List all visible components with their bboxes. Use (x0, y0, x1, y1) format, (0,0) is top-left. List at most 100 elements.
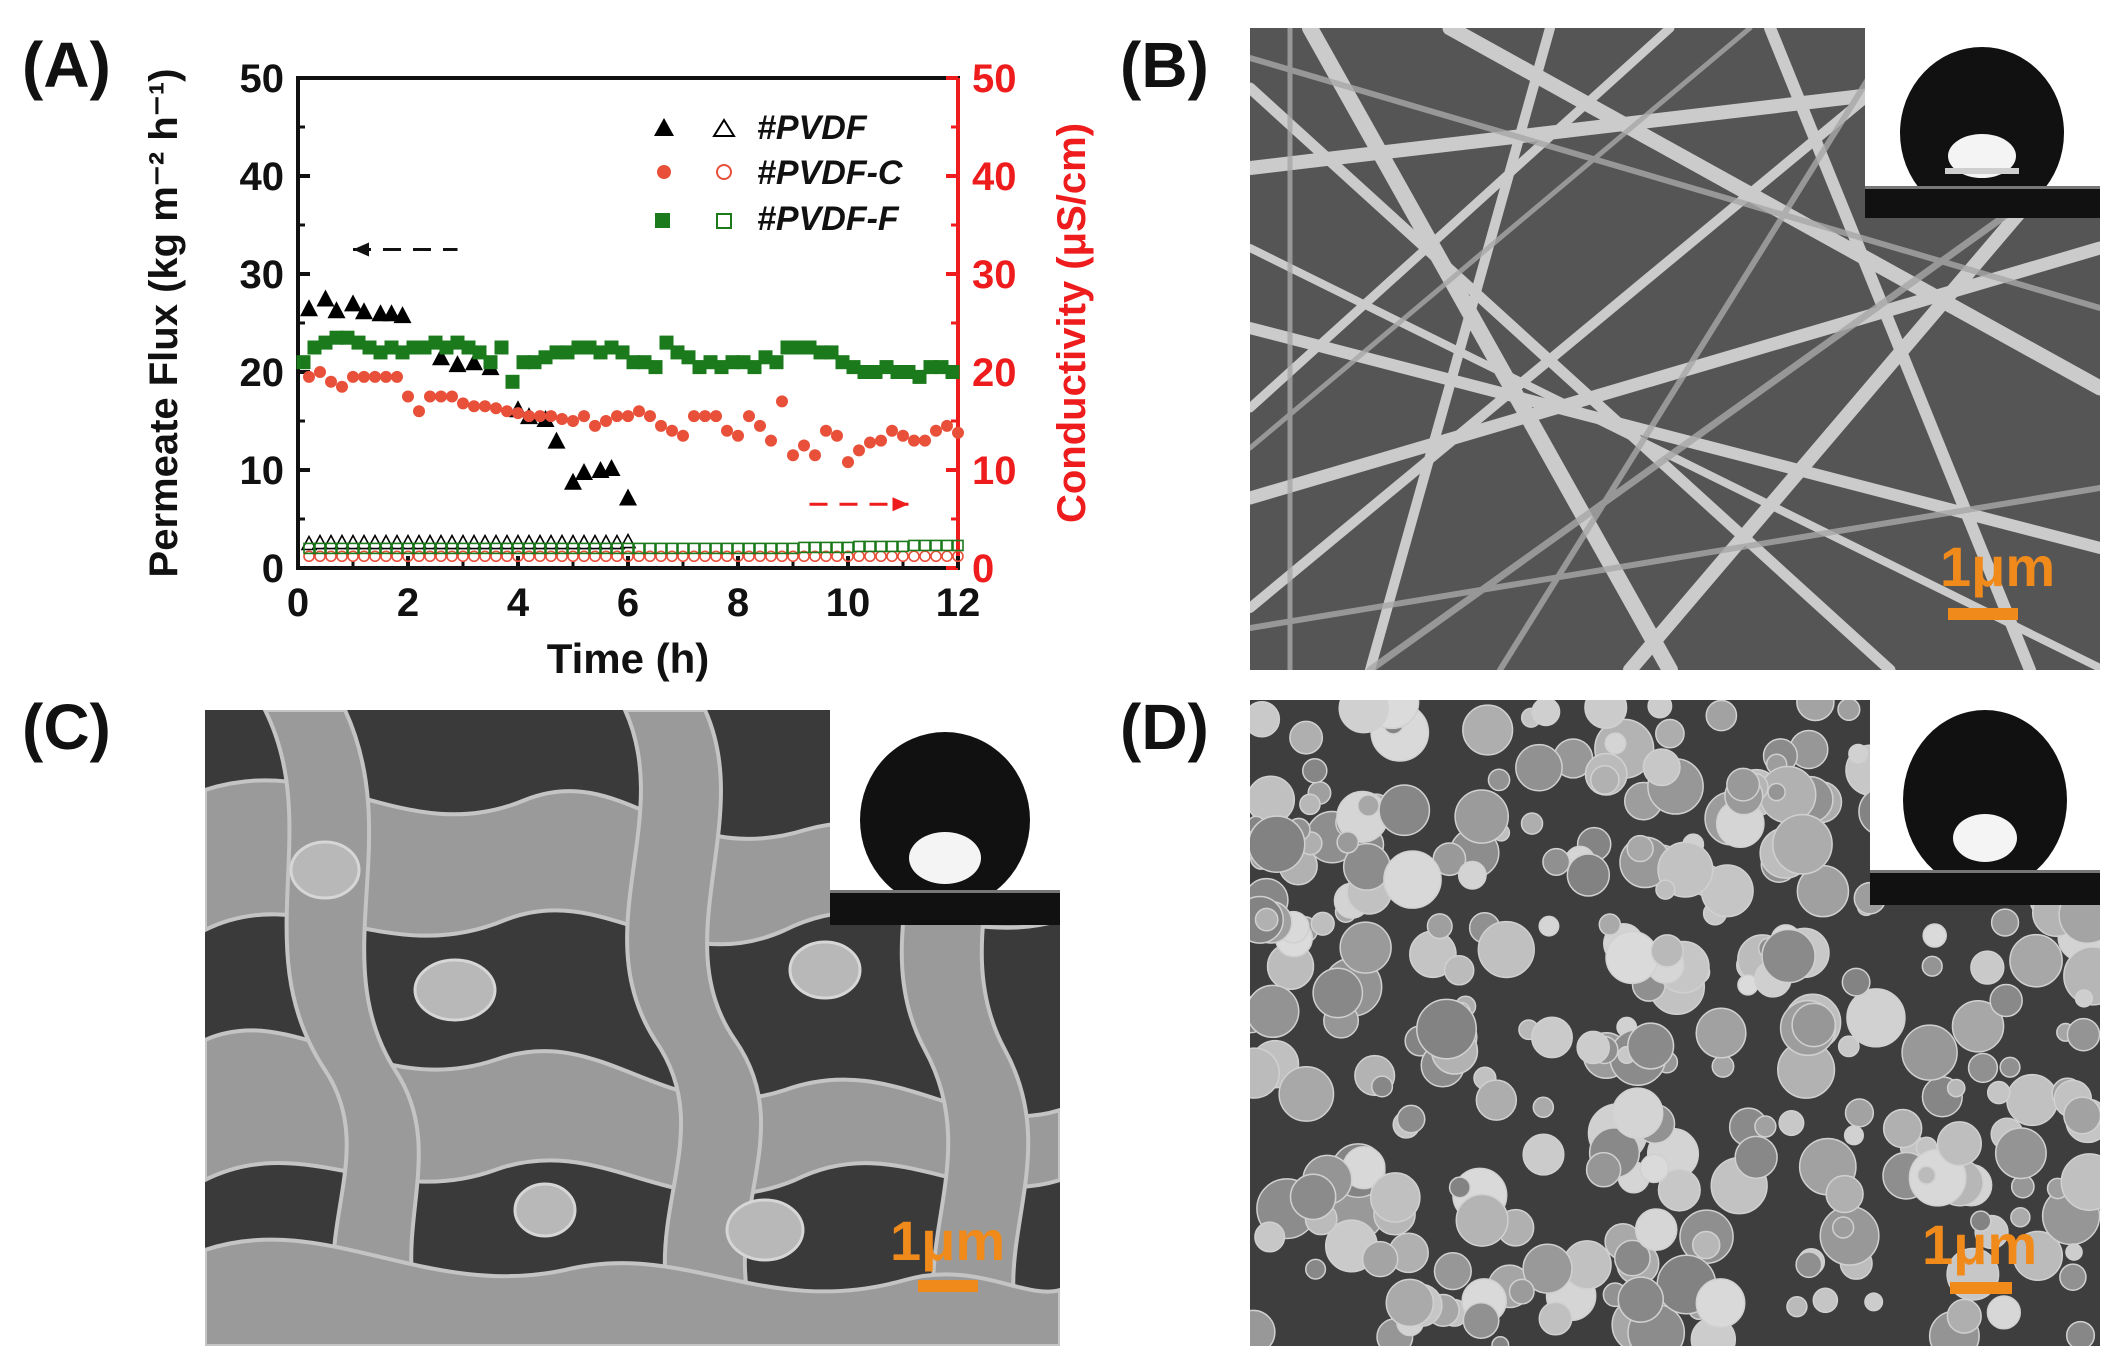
data-point (633, 550, 645, 563)
particle (1967, 1052, 1999, 1084)
legend-label-pvdf-f: #PVDF-F (757, 200, 900, 238)
particle (1538, 915, 1560, 937)
data-point (391, 550, 403, 563)
data-point (604, 340, 619, 355)
particle (2074, 989, 2094, 1008)
x-tick-label: 4 (507, 581, 530, 625)
data-point (424, 390, 436, 403)
data-point (336, 542, 348, 555)
particle (1426, 913, 1453, 940)
data-point (743, 542, 755, 555)
data-point (765, 550, 777, 563)
data-point (677, 550, 689, 563)
particle (1538, 1301, 1573, 1336)
data-point (842, 541, 854, 554)
data-point (417, 340, 432, 355)
data-point (424, 550, 436, 563)
data-point (699, 410, 711, 423)
particle (1922, 923, 1947, 948)
data-point (545, 542, 557, 555)
data-point (479, 400, 491, 413)
data-point (930, 539, 942, 552)
data-point (527, 355, 542, 370)
data-point (501, 405, 513, 418)
particle (1585, 1151, 1622, 1188)
particle (1289, 720, 1324, 755)
particle (1590, 765, 1620, 795)
data-point (787, 542, 799, 555)
data-point (531, 533, 549, 550)
x-tick-label: 6 (617, 581, 639, 625)
data-point (809, 541, 821, 554)
data-point (556, 542, 568, 555)
x-tick-label: 0 (287, 581, 309, 625)
particle (1454, 789, 1509, 844)
particle (1705, 700, 1738, 732)
data-point (776, 542, 788, 555)
data-point (732, 429, 744, 442)
data-point (831, 541, 843, 554)
data-point (791, 340, 806, 355)
data-point (754, 542, 766, 555)
data-point (303, 542, 315, 555)
data-point (483, 355, 498, 370)
data-point (413, 542, 425, 555)
data-point (586, 533, 604, 550)
data-point (384, 340, 399, 355)
data-point (721, 550, 733, 563)
data-point (325, 550, 337, 563)
particle (2012, 1230, 2064, 1282)
particle (1611, 1087, 1664, 1139)
particle (1921, 955, 1943, 977)
data-point (435, 390, 447, 403)
particle (1786, 1295, 1808, 1318)
data-point (311, 533, 329, 550)
data-point (542, 533, 560, 550)
data-point (659, 335, 674, 350)
data-point (809, 550, 821, 563)
data-point (329, 330, 344, 345)
data-point (681, 350, 696, 365)
data-point (468, 542, 480, 555)
particle (1531, 700, 1561, 727)
data-point (600, 542, 612, 555)
panel-label-c: (C) (22, 691, 111, 763)
data-point (523, 542, 535, 555)
data-point (633, 542, 645, 555)
particle (1837, 700, 1861, 722)
data-point (336, 550, 348, 563)
data-point (908, 539, 920, 552)
data-point (465, 533, 483, 550)
data-point (395, 345, 410, 360)
particle (1986, 1295, 2021, 1330)
data-point (725, 355, 740, 370)
data-point (421, 533, 439, 550)
particle (1990, 908, 2020, 937)
data-point (886, 550, 898, 563)
data-point (626, 355, 641, 370)
data-point (307, 340, 322, 355)
data-point (564, 472, 582, 490)
data-point (355, 302, 373, 320)
particle (1613, 1239, 1651, 1277)
arrow-head-icon (353, 242, 369, 257)
particle (1901, 1024, 1958, 1081)
particle (1837, 1035, 1860, 1058)
data-point (897, 550, 909, 563)
particle (1734, 1135, 1778, 1180)
particle (1691, 1230, 1721, 1260)
particle (1598, 913, 1622, 936)
x-axis-label: Time (h) (547, 635, 710, 682)
data-point (556, 550, 568, 563)
data-point (710, 550, 722, 563)
particle (1542, 847, 1571, 876)
data-point (919, 550, 931, 563)
particle (2059, 1263, 2087, 1291)
data-point (340, 330, 355, 345)
data-point (637, 355, 652, 370)
data-point (461, 340, 476, 355)
data-point (853, 444, 865, 457)
particle (2066, 1017, 2100, 1052)
particle (1385, 1278, 1435, 1328)
data-point (754, 419, 766, 432)
